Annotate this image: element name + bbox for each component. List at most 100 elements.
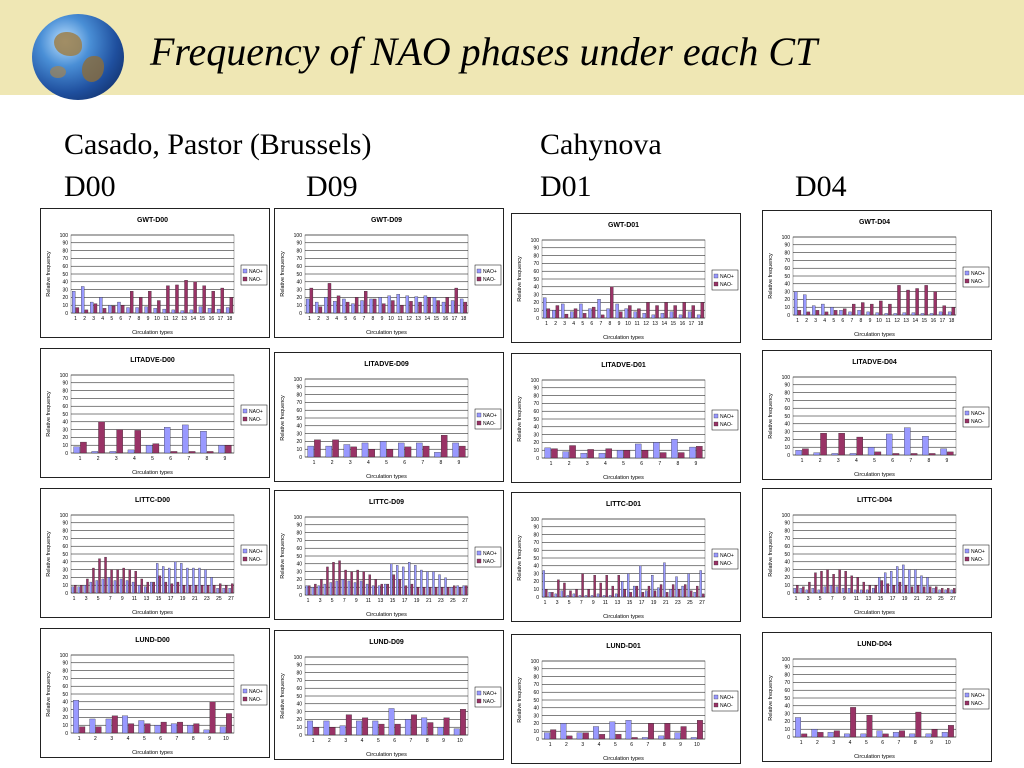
legend-label: NAO+ xyxy=(720,553,734,559)
bar-nao-plus-14 xyxy=(911,312,916,316)
x-tick-label: 11 xyxy=(132,596,137,602)
bar-nao-minus-21 xyxy=(428,587,432,596)
legend-box xyxy=(474,546,502,568)
bar-nao-minus-16 xyxy=(398,579,402,596)
bar-nao-plus-7 xyxy=(892,732,899,738)
bar-nao-plus-14 xyxy=(189,309,194,314)
x-tick-label: 3 xyxy=(110,736,113,742)
bar-nao-plus-7 xyxy=(653,442,660,459)
bar-nao-plus-5 xyxy=(372,720,379,736)
legend-swatch xyxy=(713,421,719,427)
x-tick-label: 16 xyxy=(680,321,686,327)
bar-nao-minus-20 xyxy=(659,584,663,598)
x-tick-label: 14 xyxy=(190,316,196,322)
x-tick-label: 4 xyxy=(572,321,575,327)
x-tick-label: 5 xyxy=(110,316,113,322)
bar-nao-plus-16 xyxy=(633,585,636,598)
bar-nao-minus-2 xyxy=(80,585,83,594)
bar-nao-plus-12 xyxy=(859,589,863,594)
bar-nao-plus-4 xyxy=(122,715,128,734)
bar-nao-minus-5 xyxy=(866,715,873,738)
y-axis-label: Relative frequency xyxy=(768,675,774,721)
bar-nao-plus-7 xyxy=(170,723,177,734)
y-tick-label: 50 xyxy=(296,694,302,700)
bar-nao-minus-4 xyxy=(102,308,107,314)
bar-nao-minus-13 xyxy=(617,575,620,598)
x-tick-label: 8 xyxy=(138,316,141,322)
chart-panel-littc-d00: LITTC-D00 0 10 20 30 40 50 60 70 80 90 100 1 3 5 7 9 11 13… xyxy=(40,488,270,618)
bar-nao-minus-10 xyxy=(599,582,602,598)
bar-nao-minus-5 xyxy=(98,558,101,594)
bar-nao-minus-4 xyxy=(605,448,612,459)
y-tick-label: 40 xyxy=(533,285,539,291)
bar-nao-plus-2 xyxy=(325,445,333,458)
x-tick-label: 13 xyxy=(415,316,421,322)
chart-panel-littc-d01: LITTC-D01 0 10 20 30 40 50 60 70 80 90 100 1 3 5 7 9 11 13… xyxy=(511,492,741,622)
x-tick-label: 8 xyxy=(192,736,195,742)
x-axis-label: Circulation types xyxy=(132,750,173,756)
y-tick-label: 70 xyxy=(62,536,68,542)
y-tick-label: 60 xyxy=(533,409,539,415)
bar-nao-plus-7 xyxy=(360,300,364,314)
chart-title: LUND-D01 xyxy=(606,643,641,650)
bar-nao-plus-8 xyxy=(135,307,139,314)
bar-nao-minus-18 xyxy=(951,307,956,316)
x-tick-label: 11 xyxy=(603,600,608,606)
x-tick-label: 1 xyxy=(796,318,799,324)
chart-title: LITADVE-D04 xyxy=(852,359,897,366)
x-tick-label: 15 xyxy=(200,316,206,322)
y-tick-label: 50 xyxy=(784,274,790,280)
x-tick-label: 11 xyxy=(854,596,859,602)
chart-title: GWT-D09 xyxy=(371,217,402,224)
y-tick-label: 80 xyxy=(533,393,539,399)
x-tick-label: 13 xyxy=(144,596,150,602)
bar-nao-minus-8 xyxy=(116,569,119,594)
bar-nao-plus-3 xyxy=(812,305,816,316)
bar-nao-plus-2 xyxy=(89,718,96,734)
bar-nao-plus-2 xyxy=(562,451,570,459)
y-tick-label: 80 xyxy=(533,532,539,538)
bar-nao-plus-2 xyxy=(77,586,80,594)
bar-nao-plus-1 xyxy=(307,720,313,736)
bar-nao-plus-2 xyxy=(81,286,85,314)
bar-nao-minus-18 xyxy=(898,581,902,594)
bar-nao-plus-8 xyxy=(835,586,839,594)
legend-swatch xyxy=(713,281,719,287)
bar-nao-minus-8 xyxy=(139,297,143,314)
bar-nao-plus-1 xyxy=(307,445,314,458)
bar-nao-minus-10 xyxy=(157,300,161,314)
bar-nao-minus-13 xyxy=(906,289,910,316)
bar-nao-minus-8 xyxy=(587,589,590,598)
y-tick-label: 50 xyxy=(296,272,302,278)
y-tick-label: 90 xyxy=(784,243,790,249)
bar-nao-plus-5 xyxy=(609,721,616,740)
chart-title: LITTC-D09 xyxy=(369,499,404,506)
y-tick-label: 20 xyxy=(62,575,68,581)
bar-nao-minus-1 xyxy=(313,727,320,736)
bar-nao-minus-25 xyxy=(453,585,456,596)
bar-nao-plus-5 xyxy=(138,720,145,734)
bar-nao-minus-1 xyxy=(797,310,802,316)
x-axis-label: Circulation types xyxy=(366,474,407,480)
y-tick-label: 0 xyxy=(536,595,539,601)
x-tick-label: 10 xyxy=(694,742,700,748)
x-tick-label: 13 xyxy=(181,316,187,322)
bar-nao-plus-6 xyxy=(154,725,161,734)
bar-nao-plus-3 xyxy=(109,451,117,454)
y-tick-label: 70 xyxy=(784,398,790,404)
legend-label: NAO- xyxy=(483,421,496,427)
legend-swatch xyxy=(964,548,970,554)
bar-nao-minus-9 xyxy=(947,451,954,456)
x-tick-label: 3 xyxy=(807,596,810,602)
x-tick-label: 6 xyxy=(393,738,396,744)
slide-title: Frequency of NAO phases under each CT xyxy=(150,29,818,74)
bar-nao-minus-16 xyxy=(682,302,686,319)
bar-nao-minus-21 xyxy=(665,592,669,598)
bar-nao-minus-9 xyxy=(443,717,450,736)
x-tick-label: 25 xyxy=(450,598,456,604)
y-tick-label: 60 xyxy=(784,544,790,550)
x-tick-label: 16 xyxy=(443,316,449,322)
x-tick-label: 7 xyxy=(831,596,834,602)
y-tick-label: 80 xyxy=(296,248,302,254)
